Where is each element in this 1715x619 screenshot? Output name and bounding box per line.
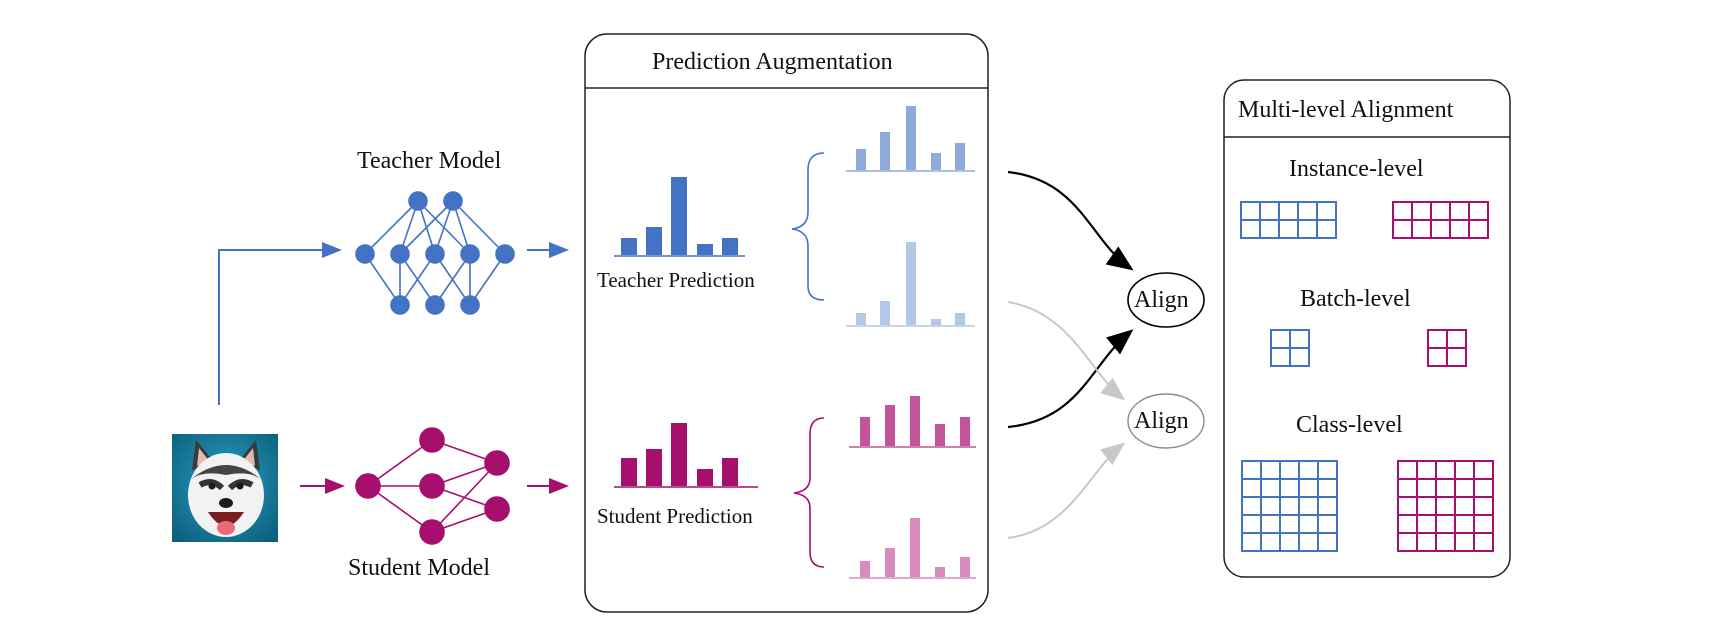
teacher-aug2-bar	[880, 301, 890, 325]
student-prediction-bar	[671, 423, 687, 486]
teacher-prediction-bar	[646, 227, 662, 255]
class-grid-teacher	[1241, 460, 1338, 552]
student-model-label: Student Model	[348, 555, 490, 581]
student-augmented-chart-1	[849, 396, 976, 448]
teacher-aug1-to-align-arrow	[1007, 170, 1134, 271]
batch-grid-student	[1427, 329, 1467, 367]
teacher-aug1-bar	[906, 106, 916, 170]
student-brace	[793, 417, 825, 568]
student-aug2-bar	[960, 557, 970, 577]
input-to-teacher-arrow	[218, 242, 342, 405]
student-aug2-bar	[860, 561, 870, 577]
student-aug2-bar	[885, 548, 895, 577]
teacher-prediction-bar	[697, 244, 713, 255]
alignment-panel	[1223, 79, 1511, 578]
teacher-aug1-bar	[931, 153, 941, 170]
student-aug1-bar	[960, 417, 970, 446]
teacher-prediction-chart	[614, 177, 745, 257]
teacher-network	[355, 191, 515, 315]
teacher-brace	[791, 152, 825, 301]
augmentation-panel	[584, 33, 989, 613]
teacher-augmented-chart-1	[846, 106, 975, 172]
batch-level-label: Batch-level	[1300, 286, 1411, 312]
student-prediction-label: Student Prediction	[597, 504, 753, 528]
instance-grid-teacher	[1240, 201, 1337, 239]
teacher-aug1-bar	[955, 143, 965, 170]
student-network	[355, 427, 510, 545]
instance-grid-student	[1392, 201, 1489, 239]
teacher-aug2-bar	[931, 319, 941, 325]
teacher-model-label: Teacher Model	[357, 148, 502, 174]
student-prediction-bar	[722, 458, 738, 486]
student-aug1-bar	[885, 405, 895, 446]
batch-grid-teacher	[1270, 329, 1310, 367]
class-grid-student	[1397, 460, 1494, 552]
align-node-1-label: Align	[1134, 287, 1189, 313]
teacher-aug1-bar	[880, 132, 890, 170]
student-aug2-bar	[935, 567, 945, 577]
teacher-aug2-bar	[906, 242, 916, 325]
teacher-aug2-bar	[955, 313, 965, 325]
student-prediction-bar	[621, 458, 637, 486]
augmentation-panel-title: Prediction Augmentation	[652, 49, 893, 75]
input-image	[172, 434, 278, 542]
align-node-1	[1127, 272, 1205, 328]
instance-level-label: Instance-level	[1289, 156, 1424, 182]
student-prediction-bar	[697, 469, 713, 486]
student-aug2-to-align2-arrow	[1007, 442, 1126, 539]
student-prediction-chart	[614, 423, 758, 488]
student-aug1-bar	[935, 424, 945, 446]
student-augmented-chart-2	[849, 518, 976, 579]
student-aug2-bar	[910, 518, 920, 577]
align-node-2-label: Align	[1134, 408, 1189, 434]
align-node-2	[1127, 393, 1205, 449]
teacher-prediction-bar	[621, 238, 637, 255]
alignment-panel-title: Multi-level Alignment	[1238, 97, 1454, 123]
teacher-prediction-bar	[671, 177, 687, 255]
teacher-aug2-to-align2-arrow	[1007, 301, 1126, 401]
teacher-aug2-bar	[856, 313, 866, 325]
teacher-prediction-label: Teacher Prediction	[597, 268, 755, 292]
student-aug1-to-align-arrow	[1007, 329, 1134, 429]
student-aug1-bar	[910, 396, 920, 446]
class-level-label: Class-level	[1296, 412, 1403, 438]
teacher-prediction-bar	[722, 238, 738, 255]
teacher-aug1-bar	[856, 149, 866, 170]
student-prediction-bar	[646, 449, 662, 486]
teacher-augmented-chart-2	[846, 242, 975, 327]
student-aug1-bar	[860, 417, 870, 446]
